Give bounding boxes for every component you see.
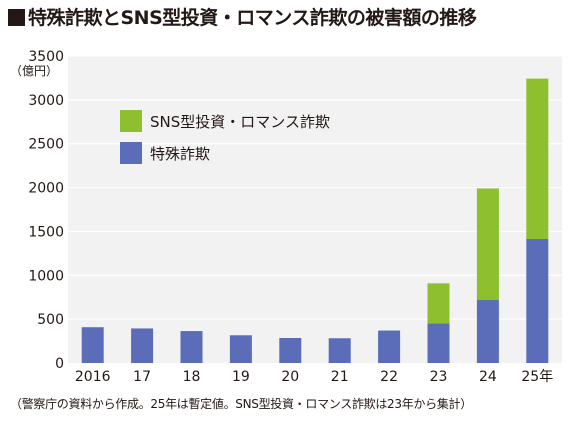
x-tick-label: 19 [232, 369, 250, 385]
y-tick-label: 1500 [28, 224, 64, 240]
bars [81, 78, 549, 363]
legend-label-sns: SNS型投資・ロマンス詐欺 [150, 112, 330, 131]
y-tick-label: 0 [55, 356, 64, 372]
bar-sns [526, 78, 549, 239]
bar-tokushu [180, 331, 203, 363]
x-tick-label: 22 [380, 369, 398, 385]
bar-tokushu [81, 327, 104, 363]
bar-tokushu [328, 338, 351, 363]
legend: SNS型投資・ロマンス詐欺 特殊詐欺 [120, 110, 330, 174]
bar-tokushu [427, 323, 450, 363]
title-square-icon [8, 9, 25, 26]
x-tick-label: 18 [183, 369, 201, 385]
y-tick-label: 500 [37, 312, 64, 328]
legend-item-tokushu: 特殊詐欺 [120, 142, 330, 164]
x-tick-label: 21 [331, 369, 349, 385]
y-tick-label: 2500 [28, 137, 64, 153]
chart-title-text: 特殊詐欺とSNS型投資・ロマンス詐欺の被害額の推移 [28, 7, 477, 29]
y-tick-label: 3500 [28, 49, 64, 65]
bar-tokushu [279, 338, 302, 363]
x-tick-label: 24 [479, 369, 497, 385]
y-axis-unit-label: （億円） [10, 64, 59, 78]
x-tick-label: 2016 [75, 369, 111, 385]
y-axis-ticks: 0 500 1000 1500 2000 2500 3000 3500 [28, 49, 64, 372]
x-tick-label: 23 [430, 369, 448, 385]
legend-swatch-tokushu [120, 142, 142, 164]
x-axis-ticks: 2016 17 18 19 20 21 22 23 24 25年 [75, 369, 553, 385]
legend-swatch-sns [120, 110, 142, 132]
chart-title: 特殊詐欺とSNS型投資・ロマンス詐欺の被害額の推移 [8, 6, 477, 30]
bar-sns [476, 188, 499, 301]
x-tick-label: 17 [133, 369, 151, 385]
bar-tokushu [131, 328, 154, 363]
bar-sns [427, 283, 450, 324]
legend-label-tokushu: 特殊詐欺 [150, 144, 211, 163]
source-note: （警察庁の資料から作成。25年は暫定値。SNS型投資・ロマンス詐欺は23年から集… [10, 397, 472, 411]
bar-tokushu [526, 238, 549, 363]
x-tick-label: 25年 [521, 369, 553, 385]
y-tick-label: 3000 [28, 93, 64, 109]
bar-tokushu [476, 300, 499, 363]
x-tick-label: 20 [281, 369, 299, 385]
y-tick-label: 2000 [28, 181, 64, 197]
legend-item-sns: SNS型投資・ロマンス詐欺 [120, 110, 330, 132]
bar-tokushu [229, 335, 252, 363]
y-tick-label: 1000 [28, 268, 64, 284]
bar-tokushu [378, 330, 401, 363]
